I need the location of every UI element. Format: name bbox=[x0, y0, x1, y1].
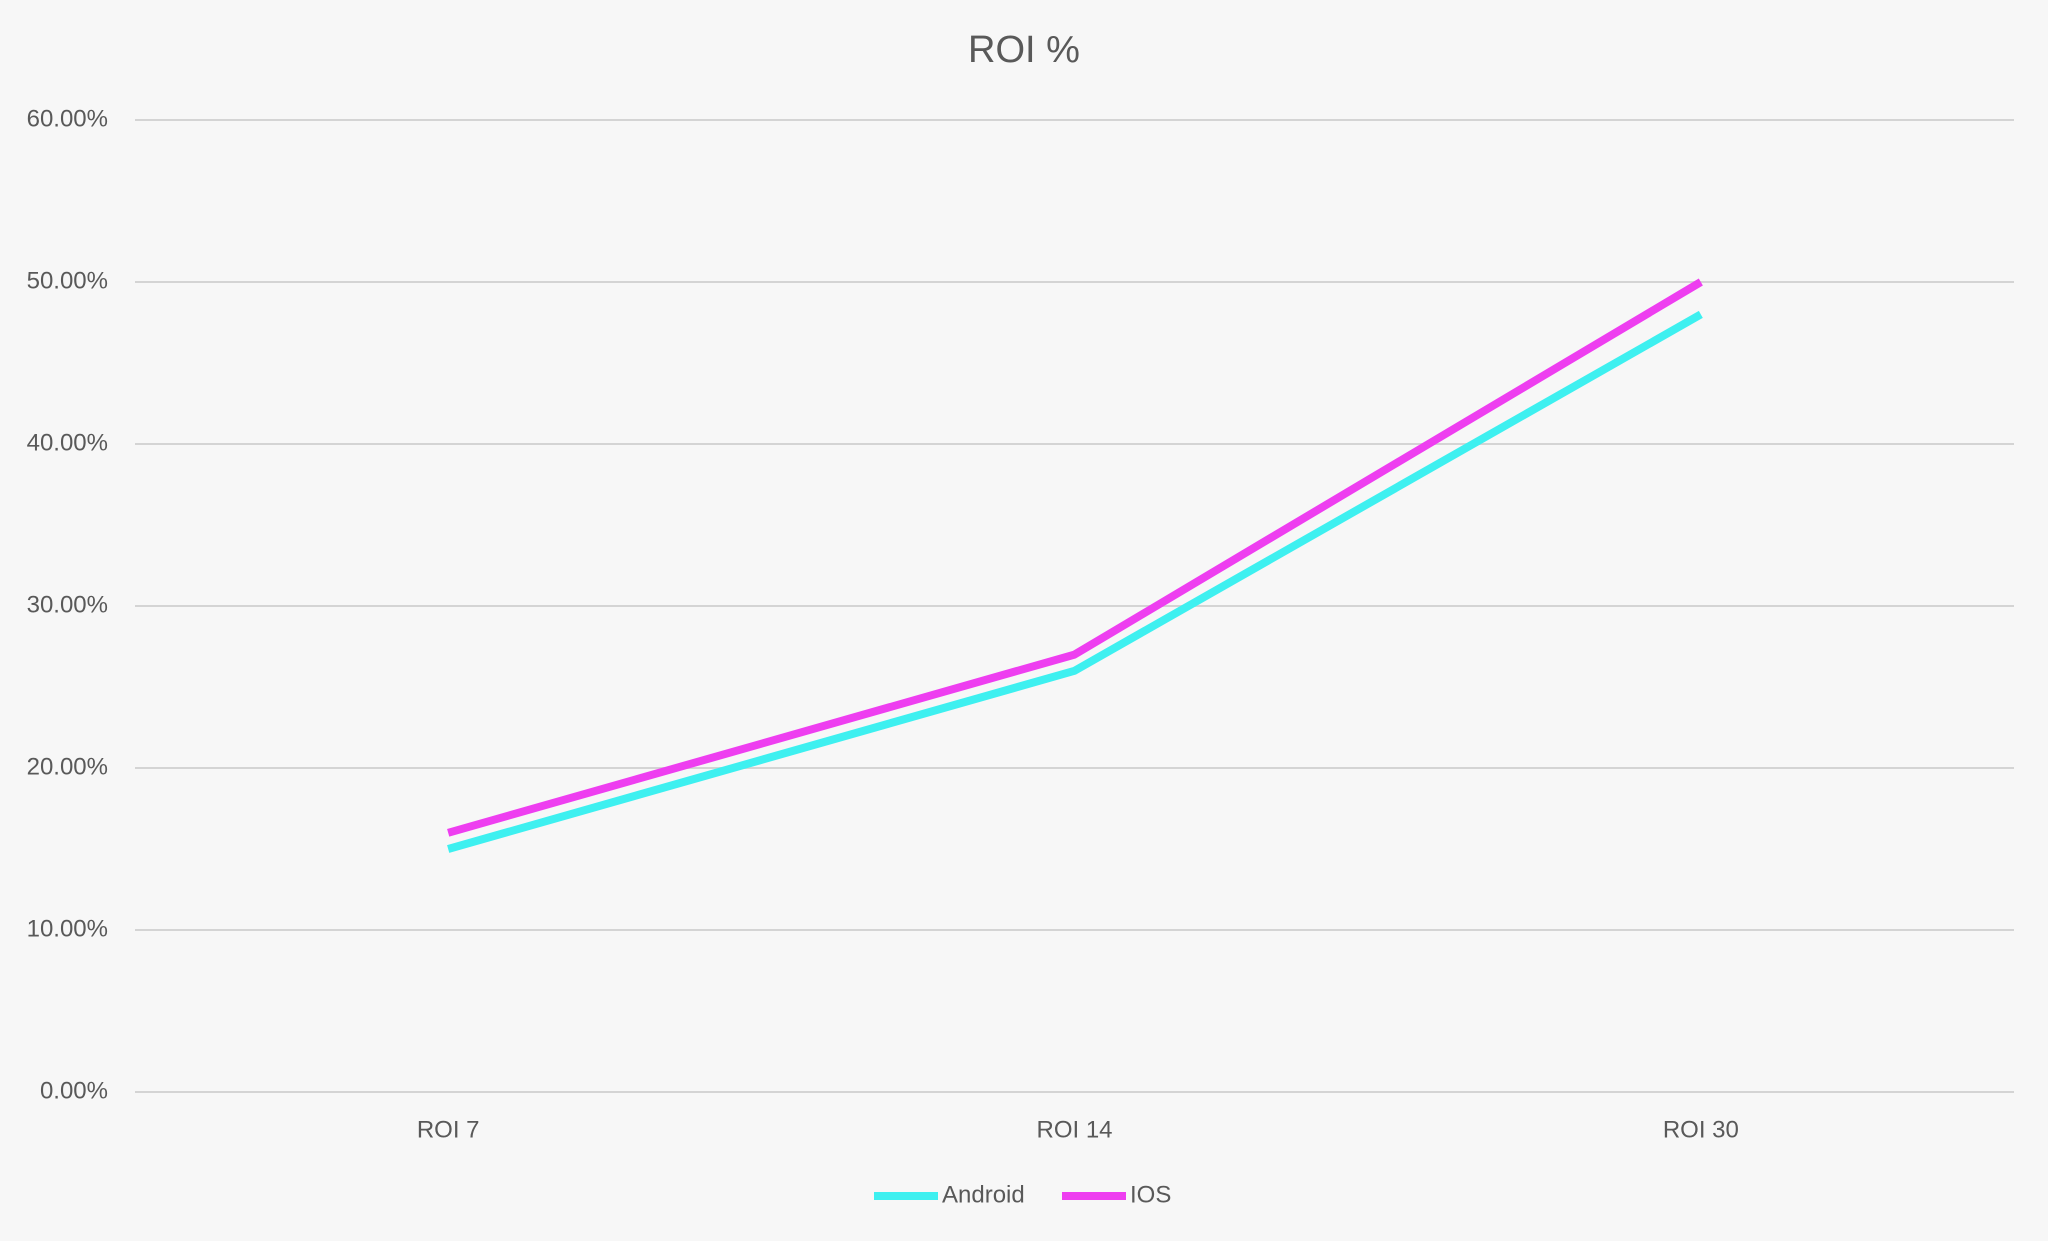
y-tick-label: 40.00% bbox=[27, 429, 108, 456]
legend-label: IOS bbox=[1130, 1181, 1171, 1208]
x-tick-label: ROI 14 bbox=[1036, 1116, 1112, 1143]
y-tick-label: 50.00% bbox=[27, 267, 108, 294]
chart-title: ROI % bbox=[968, 29, 1080, 71]
y-tick-label: 0.00% bbox=[40, 1077, 108, 1104]
legend-label: Android bbox=[942, 1181, 1025, 1208]
data-line bbox=[447, 310, 1703, 853]
y-tick-label: 10.00% bbox=[27, 915, 108, 942]
y-tick-label: 30.00% bbox=[27, 591, 108, 618]
data-line bbox=[447, 278, 1703, 837]
y-tick-label: 60.00% bbox=[27, 105, 108, 132]
x-tick-label: ROI 30 bbox=[1663, 1116, 1739, 1143]
x-tick-label: ROI 7 bbox=[417, 1116, 480, 1143]
y-tick-label: 20.00% bbox=[27, 753, 108, 780]
